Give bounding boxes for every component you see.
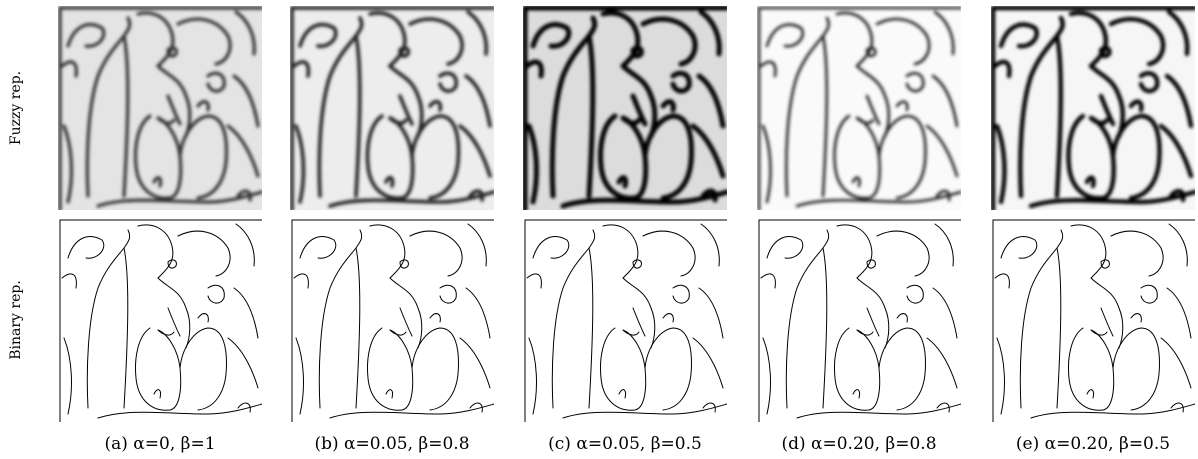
binary-image — [757, 218, 961, 422]
binary-image — [290, 218, 494, 422]
fuzzy-image — [290, 6, 494, 210]
panels — [58, 6, 1195, 422]
caption: (b) α=0.05, β=0.8 — [314, 434, 469, 454]
caption: (c) α=0.05, β=0.5 — [548, 434, 702, 454]
figure: Fuzzy rep. Binary rep. (a) α=0, β=1 (b) α… — [0, 0, 1198, 459]
row-label: Binary rep. — [8, 280, 24, 360]
binary-image — [991, 218, 1195, 422]
caption: (a) α=0, β=1 — [104, 434, 215, 454]
caption: (e) α=0.20, β=0.5 — [1016, 434, 1170, 454]
fuzzy-image — [523, 6, 727, 210]
fuzzy-image — [757, 6, 961, 210]
fuzzy-image — [58, 6, 262, 210]
fuzzy-image — [991, 6, 1195, 210]
caption: (d) α=0.20, β=0.8 — [781, 434, 936, 454]
row-label: Fuzzy rep. — [8, 71, 24, 145]
binary-image — [523, 218, 727, 422]
binary-image — [58, 218, 262, 422]
